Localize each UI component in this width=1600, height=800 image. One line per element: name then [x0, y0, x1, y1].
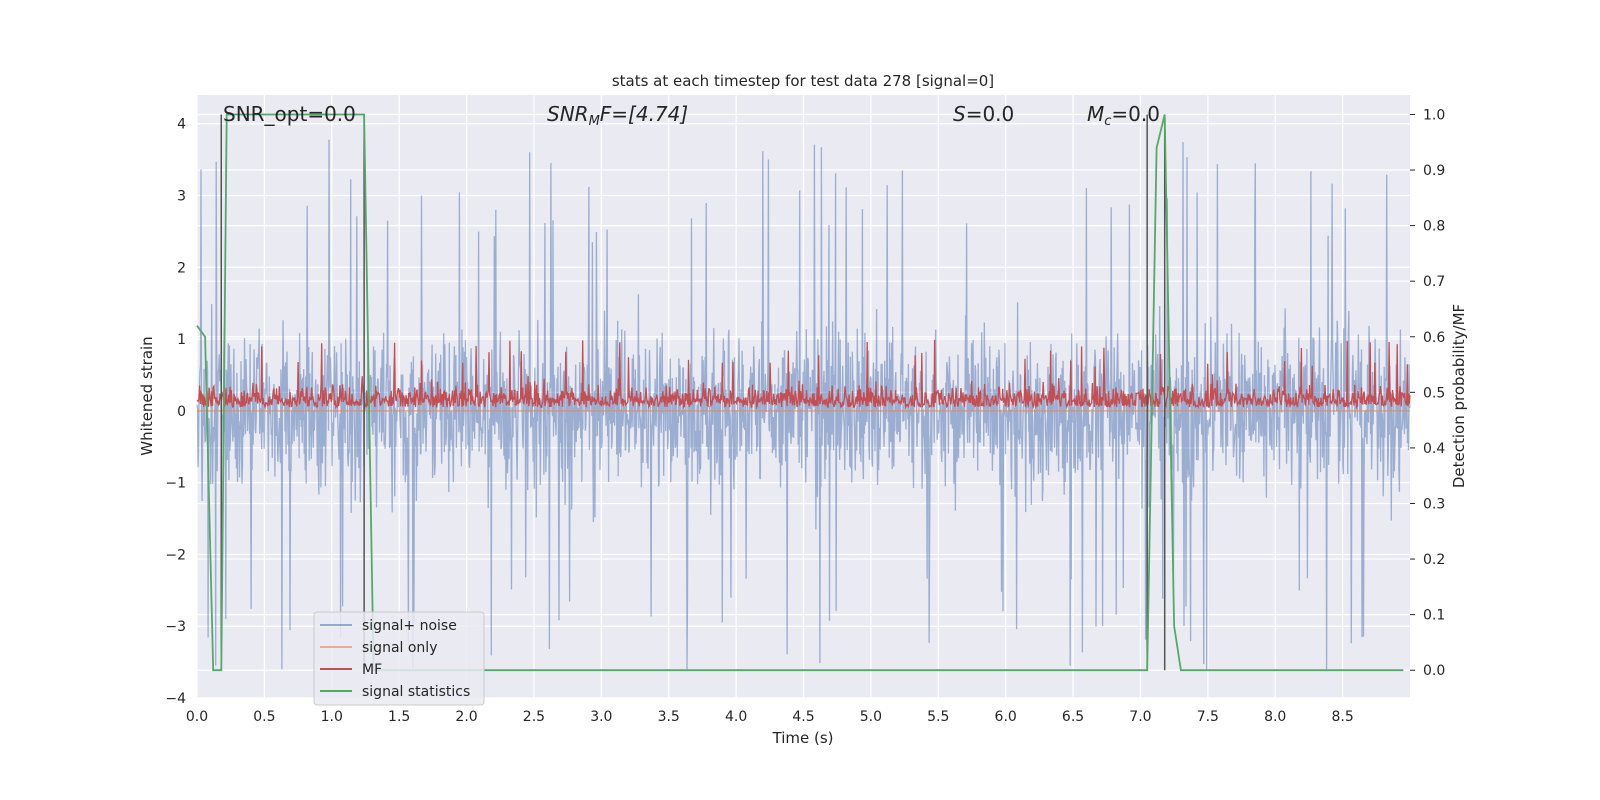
y-tick-label: 3 [177, 189, 186, 205]
legend-label-signal-only: signal only [362, 640, 437, 656]
annotation-snr-mf-symbol: SNR [547, 102, 589, 126]
y2-tick-label: 0.3 [1423, 496, 1445, 512]
y2-tick-label: 0.4 [1423, 441, 1445, 457]
y-tick-label: 4 [177, 117, 186, 133]
y-tick-label: −1 [165, 476, 186, 492]
y2-tick-label: 0.7 [1423, 274, 1445, 290]
x-tick-label: 1.0 [321, 709, 343, 725]
y-tick-label: −3 [165, 619, 186, 635]
y2-tick-label: 0.9 [1423, 163, 1445, 179]
series-signal-noise-line [196, 139, 1411, 670]
y-axis-label: Whitened strain [138, 336, 156, 455]
x-tick-label: 8.5 [1331, 709, 1353, 725]
annotation-mc-value: =0.0 [1111, 102, 1160, 126]
y-tick-label: 2 [177, 260, 186, 276]
x-tick-label: 4.0 [725, 709, 747, 725]
series-mf-line [196, 339, 1411, 410]
x-tick-label: 8.0 [1264, 709, 1286, 725]
chart-title: stats at each timestep for test data 278… [612, 72, 994, 90]
legend-label-signal-noise: signal+ noise [362, 618, 457, 634]
x-tick-label: 3.5 [658, 709, 680, 725]
y2-tick-label: 1.0 [1423, 107, 1445, 123]
annotation-snr-mf-subscript: M [589, 114, 600, 129]
annotation-s-symbol: S [953, 102, 966, 126]
x-tick-label: 0.5 [253, 709, 275, 725]
x-tick-label: 4.5 [792, 709, 814, 725]
y-tick-label: 0 [177, 404, 186, 420]
x-tick-label: 2.5 [523, 709, 545, 725]
y-tick-label: 1 [177, 332, 186, 348]
x-tick-label: 1.5 [388, 709, 410, 725]
legend: signal+ noise signal only MF signal stat… [313, 611, 485, 706]
y-tick-label: −4 [165, 691, 186, 707]
legend-box [313, 611, 485, 706]
x-tick-label: 0.0 [186, 709, 208, 725]
x-tick-label: 7.5 [1197, 709, 1219, 725]
y2-tick-label: 0.5 [1423, 385, 1445, 401]
x-tick-label: 6.0 [995, 709, 1017, 725]
y-tick-label: −2 [165, 547, 186, 563]
annotations: SNR_opt=0.0 SNRMF=[4.74] S=0.0 Mc=0.0 [223, 102, 1160, 129]
y2-tick-label: 0.2 [1423, 552, 1445, 568]
x-tick-label: 7.0 [1129, 709, 1151, 725]
x-tick-label: 2.0 [455, 709, 477, 725]
annotation-s-value: =0.0 [966, 102, 1015, 126]
x-tick-label: 3.0 [590, 709, 612, 725]
x-tick-label: 5.0 [860, 709, 882, 725]
y2-tick-label: 0.8 [1423, 219, 1445, 235]
y2-tick-label: 0.1 [1423, 608, 1445, 624]
annotation-s: S=0.0 [953, 102, 1014, 126]
y2-axis-label: Detection probability/MF [1450, 304, 1468, 488]
axis-ticks: 0.0 0.5 1.0 1.5 2.0 2.5 3.0 3.5 4.0 4.5 5.0 5.5 6.0 6… [165, 107, 1445, 725]
annotation-snr-opt: SNR_opt=0.0 [223, 102, 356, 126]
x-tick-label: 5.5 [927, 709, 949, 725]
legend-label-signal-statistics: signal statistics [362, 684, 470, 700]
annotation-snr-mf-value: F=[4.74] [600, 102, 688, 126]
y2-tick-label: 0.6 [1423, 330, 1445, 346]
x-tick-label: 6.5 [1062, 709, 1084, 725]
annotation-mc-subscript: c [1104, 114, 1111, 129]
annotation-mc: Mc=0.0 [1087, 102, 1160, 129]
legend-label-mf: MF [362, 662, 382, 678]
y2-tick-label: 0.0 [1423, 663, 1445, 679]
x-axis-label: Time (s) [772, 729, 834, 747]
annotation-snr-mf: SNRMF=[4.74] [547, 102, 688, 129]
annotation-mc-symbol: M [1087, 102, 1104, 126]
plot-series [196, 113, 1411, 672]
